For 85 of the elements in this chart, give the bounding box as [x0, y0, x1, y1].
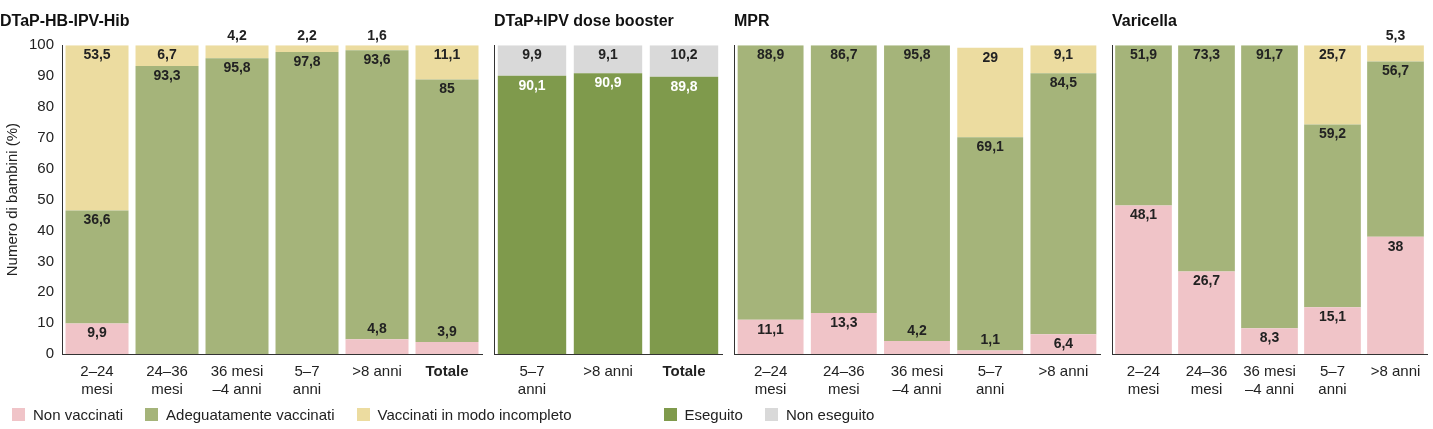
x-tick-label: >8 anni [1038, 362, 1089, 380]
data-label: 6,4 [1053, 335, 1074, 352]
data-label: 73,3 [1192, 46, 1221, 63]
data-label: 91,7 [1255, 46, 1284, 63]
data-label: 93,3 [153, 66, 181, 83]
y-tick-label: 50 [37, 189, 55, 207]
data-label: 29 [982, 48, 999, 65]
data-label: 93,6 [363, 51, 391, 67]
legend-label: Non vaccinati [33, 406, 124, 423]
data-label: 5,3 [1385, 27, 1406, 44]
data-label: 59,2 [1318, 125, 1347, 142]
data-label: 95,8 [223, 59, 251, 76]
chart-title: DTaP+IPV dose booster [494, 12, 674, 30]
data-label: 6,7 [157, 46, 177, 63]
data-label: 11,1 [757, 320, 785, 337]
chart-title: DTaP-HB-IPV-Hib [0, 12, 130, 30]
data-label: 85 [439, 80, 455, 97]
x-tick-label: 24–36 mesi [822, 362, 865, 398]
y-tick-label: 100 [29, 35, 55, 53]
x-tick-label: 36 mesi –4 anni [890, 362, 944, 398]
y-tick-label: 40 [37, 220, 55, 238]
data-label: 13,3 [830, 313, 858, 330]
data-label: 1,6 [367, 27, 387, 44]
y-tick-label: 80 [37, 97, 55, 115]
data-label: 10,2 [670, 46, 698, 63]
data-label: 3,9 [437, 322, 457, 339]
data-label: 53,5 [83, 46, 111, 63]
chart-title: Varicella [1112, 12, 1178, 30]
x-tick-label: 5–7 anni [292, 362, 322, 398]
legend-label: Vaccinati in modo incompleto [377, 406, 572, 423]
data-label: 38 [1387, 237, 1404, 254]
data-label: 25,7 [1318, 46, 1347, 63]
x-tick-label: 5–7 anni [517, 362, 547, 398]
x-tick-label: 5–7 anni [976, 362, 1005, 398]
x-tick-label: >8 anni [583, 362, 633, 380]
data-label: 26,7 [1192, 272, 1221, 289]
legend-label: Non eseguito [785, 406, 875, 423]
data-label: 9,1 [598, 46, 618, 63]
x-tick-label: 5–7 anni [1318, 362, 1347, 398]
x-tick-label: Totale [425, 362, 469, 380]
x-tick-label: 24–36 mesi [146, 362, 188, 398]
x-tick-label: 2–24 mesi [80, 362, 114, 398]
data-label: 97,8 [293, 52, 321, 69]
x-tick-label: >8 anni [1370, 362, 1421, 380]
data-label: 36,6 [83, 211, 111, 228]
data-label: 4,2 [227, 27, 247, 44]
chart-title: MPR [734, 12, 770, 30]
x-tick-label: 24–36 mesi [1185, 362, 1228, 398]
x-tick-label: 2–24 mesi [753, 362, 788, 398]
data-label: 9,9 [87, 324, 107, 341]
x-tick-label: 2–24 mesi [1126, 362, 1161, 398]
x-tick-label: 36 mesi –4 anni [1243, 362, 1296, 398]
data-label: 4,2 [907, 321, 927, 338]
data-label: 1,1 [980, 331, 1001, 348]
data-label: 48,1 [1129, 206, 1158, 223]
data-label: 15,1 [1318, 308, 1347, 325]
data-label: 90,9 [594, 74, 622, 91]
data-label: 89,8 [670, 77, 698, 94]
data-label: 86,7 [830, 46, 858, 63]
y-tick-label: 70 [37, 127, 55, 145]
data-label: 84,5 [1049, 74, 1078, 91]
y-tick-label: 10 [37, 313, 55, 331]
y-tick-label: 90 [37, 66, 55, 84]
data-label: 9,9 [522, 46, 542, 63]
y-tick-label: 0 [45, 344, 55, 362]
x-tick-label: 36 mesi –4 anni [210, 362, 264, 398]
x-tick-label: >8 anni [352, 362, 402, 380]
data-label: 69,1 [976, 138, 1005, 155]
data-label: 2,2 [297, 27, 317, 44]
data-label: 9,1 [1053, 46, 1074, 63]
y-tick-label: 60 [37, 158, 55, 176]
data-label: 51,9 [1129, 46, 1158, 63]
data-label: 88,9 [756, 46, 785, 63]
data-label: 56,7 [1381, 62, 1410, 79]
data-label: 4,8 [367, 320, 387, 337]
legend-label: Eseguito [684, 406, 743, 423]
data-label: 95,8 [903, 46, 931, 63]
y-tick-label: 30 [37, 251, 55, 269]
data-label: 8,3 [1259, 329, 1280, 346]
y-axis-title: Numero di bambini (%) [3, 122, 21, 277]
data-label: 90,1 [518, 76, 546, 93]
x-tick-label: Totale [662, 362, 706, 380]
data-label: 11,1 [433, 46, 461, 63]
y-tick-label: 20 [37, 282, 55, 300]
legend-label: Adeguatamente vaccinati [166, 406, 335, 423]
